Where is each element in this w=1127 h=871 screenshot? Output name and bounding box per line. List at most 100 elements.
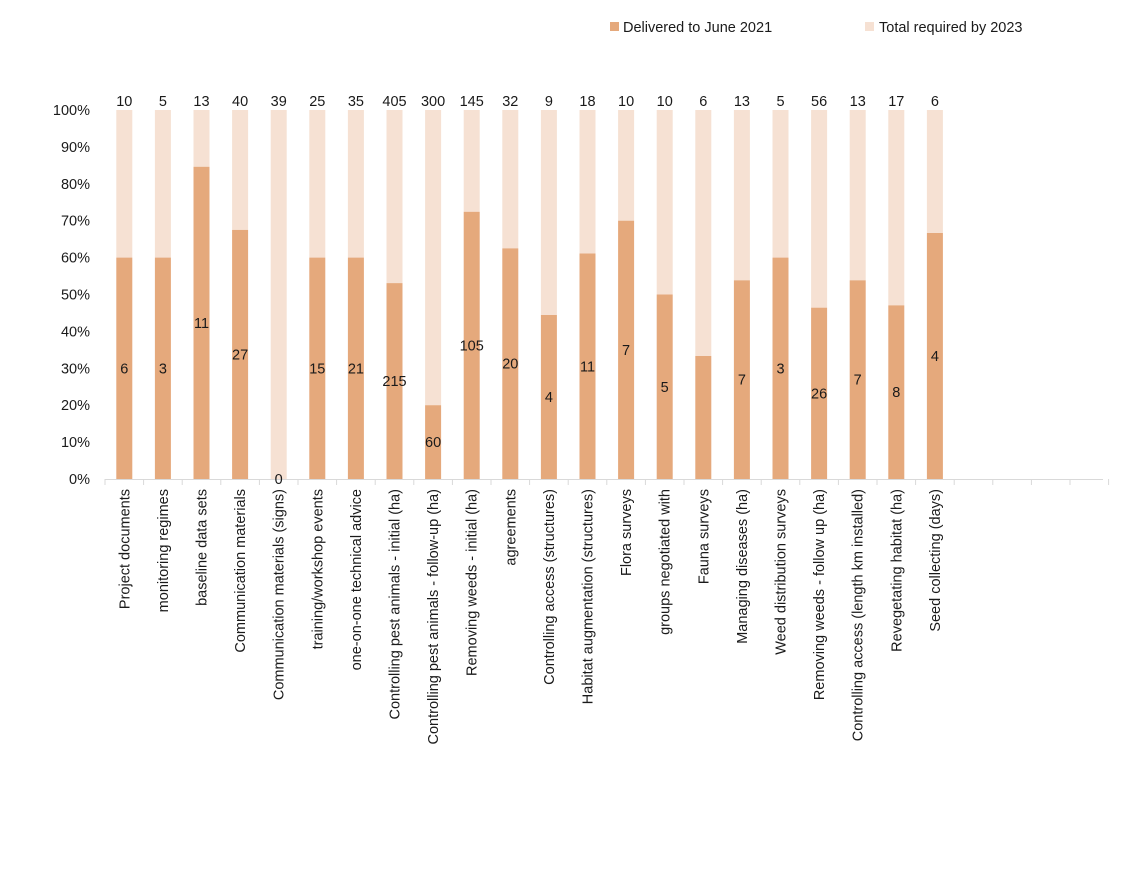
y-tick-label: 90% bbox=[61, 140, 90, 156]
delivered-data-label: 8 bbox=[892, 385, 900, 401]
category-label: Managing diseases (ha) bbox=[735, 489, 751, 644]
category-label: Communication materials bbox=[233, 489, 249, 653]
y-tick-label: 100% bbox=[53, 103, 90, 119]
delivered-data-label: 4 bbox=[931, 349, 939, 365]
bar-total-segment bbox=[656, 110, 673, 295]
category-label: Controlling pest animals - follow-up (ha… bbox=[426, 489, 442, 744]
x-axis-labels: Project documents monitoring regimes basel… bbox=[117, 489, 944, 744]
delivered-data-label: 215 bbox=[382, 374, 406, 390]
bar-total-segment bbox=[463, 110, 480, 212]
total-data-label: 300 bbox=[421, 94, 445, 110]
bar-delivered-segment bbox=[309, 257, 326, 479]
delivered-data-label: 105 bbox=[460, 338, 484, 354]
bar-delivered-segment bbox=[193, 166, 210, 479]
delivered-data-label: 27 bbox=[232, 347, 248, 363]
total-data-label: 10 bbox=[116, 94, 132, 110]
bar-delivered-segment bbox=[926, 233, 943, 479]
bar-total-segment bbox=[386, 110, 403, 284]
bar-total-segment bbox=[154, 110, 171, 258]
total-data-label: 13 bbox=[193, 94, 209, 110]
category-label: Removing weeds - initial (ha) bbox=[465, 489, 481, 676]
y-tick-label: 40% bbox=[61, 324, 90, 340]
bar-total-segment bbox=[540, 110, 557, 315]
total-data-label: 10 bbox=[657, 94, 673, 110]
total-data-label: 40 bbox=[232, 94, 248, 110]
delivered-data-label: 11 bbox=[194, 316, 209, 332]
delivered-data-label: 60 bbox=[425, 435, 441, 451]
bar-total-segment bbox=[502, 110, 519, 249]
bar-delivered-segment bbox=[656, 294, 673, 479]
total-data-label: 10 bbox=[618, 94, 634, 110]
y-tick-label: 70% bbox=[61, 214, 90, 230]
delivered-data-label: 15 bbox=[309, 361, 325, 377]
bar-total-segment bbox=[926, 110, 943, 233]
bar-total-segment bbox=[772, 110, 789, 258]
legend: Delivered to June 2021 Total required by… bbox=[610, 20, 1023, 36]
bar-delivered-segment bbox=[154, 257, 171, 479]
category-label: Controlling access (structures) bbox=[542, 489, 558, 685]
total-data-label: 6 bbox=[931, 94, 939, 110]
category-label: Project documents bbox=[117, 489, 133, 609]
total-labels: 10 5 13 40 39 25 35 405 300 145 32 9 18 10 10 6 13 5 56 13 1… bbox=[116, 94, 939, 110]
total-data-label: 17 bbox=[888, 94, 904, 110]
delivered-data-label: 0 bbox=[275, 472, 283, 488]
bar-delivered-segment bbox=[618, 220, 635, 479]
category-label: groups negotiated with bbox=[658, 489, 674, 635]
bar-total-segment bbox=[232, 110, 249, 230]
bar-total-segment bbox=[618, 110, 635, 221]
bar-delivered-segment bbox=[116, 257, 133, 479]
y-tick-label: 20% bbox=[61, 398, 90, 414]
total-data-label: 18 bbox=[579, 94, 595, 110]
legend-label-delivered: Delivered to June 2021 bbox=[623, 20, 772, 36]
x-axis bbox=[104, 479, 1110, 485]
total-data-label: 6 bbox=[699, 94, 707, 110]
bar-delivered-segment bbox=[811, 307, 828, 479]
y-tick-label: 80% bbox=[61, 177, 90, 193]
delivered-data-label: 7 bbox=[622, 343, 630, 359]
delivered-data-label: 3 bbox=[776, 361, 784, 377]
category-label: Habitat augmentation (structures) bbox=[581, 489, 597, 704]
delivered-data-label: 3 bbox=[159, 361, 167, 377]
bar-total-segment bbox=[116, 110, 133, 258]
total-data-label: 13 bbox=[734, 94, 750, 110]
y-tick-label: 60% bbox=[61, 251, 90, 267]
category-label: Weed distribution surveys bbox=[774, 489, 790, 655]
delivered-data-label: 5 bbox=[661, 380, 669, 396]
bar-delivered-segment bbox=[695, 356, 712, 479]
category-label: baseline data sets bbox=[195, 489, 211, 606]
bar-total-segment bbox=[733, 110, 750, 281]
bar-delivered-segment bbox=[232, 229, 249, 479]
bar-delivered-segment bbox=[733, 280, 750, 479]
total-data-label: 32 bbox=[502, 94, 518, 110]
category-label: Controlling access (length km installed) bbox=[851, 489, 867, 741]
y-tick-label: 50% bbox=[61, 288, 90, 304]
bar-total-segment bbox=[425, 110, 442, 406]
bar-delivered-segment bbox=[425, 405, 442, 479]
y-tick-label: 0% bbox=[69, 472, 90, 488]
bars bbox=[116, 110, 943, 480]
total-data-label: 39 bbox=[271, 94, 287, 110]
legend-swatch-delivered bbox=[610, 22, 619, 31]
delivered-labels: 6 3 11 27 0 15 21 215 60 105 20 4 11 7 5 7 3 26 7 8 4 bbox=[120, 316, 939, 488]
delivered-data-label: 6 bbox=[120, 361, 128, 377]
delivered-data-label: 7 bbox=[738, 373, 746, 389]
y-axis: 0% 10% 20% 30% 40% 50% 60% 70% 80% 90% 100% bbox=[53, 103, 90, 488]
bar-total-segment bbox=[193, 110, 210, 167]
category-label: Removing weeds - follow up (ha) bbox=[812, 489, 828, 700]
bar-delivered-segment bbox=[579, 253, 596, 479]
delivered-data-label: 11 bbox=[580, 359, 595, 375]
delivered-data-label: 20 bbox=[502, 357, 518, 373]
delivered-data-label: 4 bbox=[545, 390, 553, 406]
total-data-label: 405 bbox=[382, 94, 406, 110]
bar-delivered-segment bbox=[849, 280, 866, 479]
legend-label-total: Total required by 2023 bbox=[879, 20, 1023, 36]
bar-total-segment bbox=[849, 110, 866, 281]
y-tick-label: 10% bbox=[61, 435, 90, 451]
category-label: one-on-one technical advice bbox=[349, 489, 365, 670]
bar-delivered-segment bbox=[540, 315, 557, 479]
bar-delivered-segment bbox=[772, 257, 789, 479]
bar-total-segment bbox=[309, 110, 326, 258]
bar-delivered-segment bbox=[347, 257, 364, 479]
category-label: Seed collecting (days) bbox=[928, 489, 944, 632]
